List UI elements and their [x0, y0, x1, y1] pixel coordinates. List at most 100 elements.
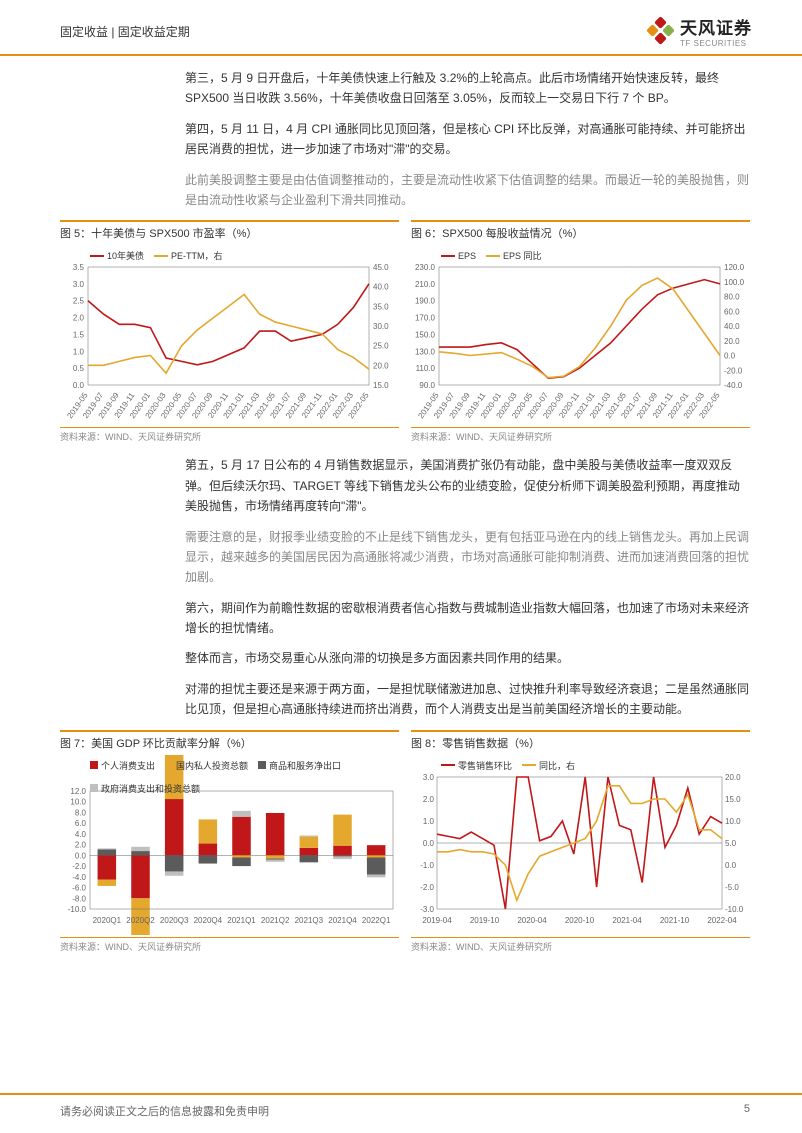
- svg-text:-2.0: -2.0: [72, 862, 86, 871]
- svg-text:-1.0: -1.0: [420, 861, 434, 870]
- svg-text:20.0: 20.0: [725, 773, 741, 782]
- svg-text:-2.0: -2.0: [420, 883, 434, 892]
- para-3: 第三，5 月 9 日开盘后，十年美债快速上行触及 3.2%的上轮高点。此后市场情…: [185, 68, 750, 109]
- svg-text:0.0: 0.0: [724, 352, 736, 361]
- svg-text:-8.0: -8.0: [72, 894, 86, 903]
- para-5: 第五，5 月 17 日公布的 4 月销售数据显示，美国消费扩张仍有动能，盘中美股…: [185, 455, 750, 516]
- svg-text:1.0: 1.0: [423, 817, 435, 826]
- chart6-canvas: EPSEPS 同比90.0110.0130.0150.0170.0190.021…: [411, 245, 750, 425]
- svg-text:-40.0: -40.0: [724, 381, 743, 390]
- svg-text:-3.0: -3.0: [420, 905, 434, 914]
- svg-text:150.0: 150.0: [415, 331, 436, 340]
- svg-text:15.0: 15.0: [725, 795, 741, 804]
- svg-text:3.5: 3.5: [73, 263, 85, 272]
- svg-text:8.0: 8.0: [75, 808, 87, 817]
- company-logo: 天风证券 TF SECURITIES: [646, 14, 752, 48]
- chart6-block: 图 6：SPX500 每股收益情况（%） EPSEPS 同比 90.0 110.0 1…: [411, 220, 750, 443]
- disclaimer-text: 请务必阅读正文之后的信息披露和免责申明: [60, 1103, 269, 1119]
- chart-row-2: 图 7：美国 GDP 环比贡献率分解（%） 个人消费支出国内私人投资总额商品和服…: [0, 730, 802, 953]
- svg-text:3.0: 3.0: [73, 280, 85, 289]
- svg-text:2021Q2: 2021Q2: [261, 916, 290, 925]
- chart-legend: EPSEPS 同比: [441, 249, 542, 262]
- svg-text:30.0: 30.0: [373, 322, 389, 331]
- svg-text:120.0: 120.0: [724, 263, 745, 272]
- chart8-canvas: 零售销售环比同比，右 -3.0 -2.0 -1.0 0.0 1.0 2.0 3.0 -10.0 -…: [411, 755, 750, 935]
- svg-text:2.5: 2.5: [73, 297, 85, 306]
- text-block-1: 第三，5 月 9 日开盘后，十年美债快速上行触及 3.2%的上轮高点。此后市场情…: [0, 68, 802, 210]
- svg-text:2021-10: 2021-10: [660, 916, 690, 925]
- logo-text-cn: 天风证券: [680, 14, 752, 39]
- breadcrumb: 固定收益 | 固定收益定期: [60, 23, 190, 40]
- para-8: 对滞的担忧主要还是来源于两方面，一是担忧联储激进加息、过快推升利率导致经济衰退；…: [185, 679, 750, 720]
- svg-text:80.0: 80.0: [724, 293, 740, 302]
- svg-text:2021-04: 2021-04: [612, 916, 642, 925]
- chart5-block: 图 5：十年美债与 SPX500 市盈率（%） 10年美债PE-TTM，右0.0…: [60, 220, 399, 443]
- svg-text:2021Q4: 2021Q4: [328, 916, 357, 925]
- chart-legend: 个人消费支出国内私人投资总额商品和服务净出口政府消费支出和投资总额: [90, 759, 399, 795]
- page-number: 5: [744, 1103, 750, 1119]
- svg-text:2020Q4: 2020Q4: [194, 916, 223, 925]
- chart8-source: 资料来源：WIND、天风证券研究所: [411, 937, 750, 953]
- svg-text:2019-10: 2019-10: [470, 916, 500, 925]
- svg-text:20.0: 20.0: [373, 362, 389, 371]
- logo-text-en: TF SECURITIES: [680, 39, 752, 48]
- para-note-2: 需要注意的是，财报季业绩变脸的不止是线下销售龙头，更有包括亚马逊在内的线上销售龙…: [185, 527, 750, 588]
- svg-text:2020Q2: 2020Q2: [126, 916, 155, 925]
- svg-text:2.0: 2.0: [73, 314, 85, 323]
- svg-text:2021Q3: 2021Q3: [295, 916, 324, 925]
- svg-text:110.0: 110.0: [416, 364, 436, 373]
- chart-row-1: 图 5：十年美债与 SPX500 市盈率（%） 10年美债PE-TTM，右0.0…: [0, 220, 802, 443]
- svg-text:2020-10: 2020-10: [565, 916, 595, 925]
- svg-text:10.0: 10.0: [725, 817, 741, 826]
- para-6: 第六，期间作为前瞻性数据的密歇根消费者信心指数与费城制造业指数大幅回落，也加速了…: [185, 598, 750, 639]
- svg-text:12.0: 12.0: [70, 787, 86, 796]
- svg-text:5.0: 5.0: [725, 839, 737, 848]
- svg-text:100.0: 100.0: [724, 278, 745, 287]
- svg-text:190.0: 190.0: [415, 297, 436, 306]
- svg-text:0.0: 0.0: [423, 839, 435, 848]
- svg-text:40.0: 40.0: [724, 322, 740, 331]
- svg-text:-10.0: -10.0: [68, 905, 87, 914]
- svg-text:2019-04: 2019-04: [422, 916, 452, 925]
- chart6-source: 资料来源：WIND、天风证券研究所: [411, 427, 750, 443]
- svg-text:0.0: 0.0: [73, 381, 85, 390]
- svg-text:90.0: 90.0: [419, 381, 435, 390]
- svg-text:170.0: 170.0: [415, 314, 436, 323]
- svg-text:0.0: 0.0: [725, 861, 737, 870]
- svg-text:3.0: 3.0: [423, 773, 435, 782]
- svg-text:130.0: 130.0: [415, 348, 436, 357]
- svg-text:2020Q3: 2020Q3: [160, 916, 189, 925]
- chart7-title: 图 7：美国 GDP 环比贡献率分解（%）: [60, 730, 399, 751]
- svg-text:40.0: 40.0: [373, 283, 389, 292]
- svg-text:2.0: 2.0: [423, 795, 435, 804]
- para-7: 整体而言，市场交易重心从涨向滞的切换是多方面因素共同作用的结果。: [185, 648, 750, 668]
- chart6-title: 图 6：SPX500 每股收益情况（%）: [411, 220, 750, 241]
- chart7-canvas: 个人消费支出国内私人投资总额商品和服务净出口政府消费支出和投资总额 -10.0 -8…: [60, 755, 399, 935]
- chart-legend: 10年美债PE-TTM，右: [90, 249, 223, 262]
- chart-legend: 零售销售环比同比，右: [441, 759, 575, 772]
- svg-text:2020Q1: 2020Q1: [93, 916, 122, 925]
- logo-flower-icon: [646, 16, 676, 46]
- chart5-canvas: 10年美债PE-TTM，右0.00.51.01.52.02.53.03.515.…: [60, 245, 399, 425]
- svg-text:60.0: 60.0: [724, 308, 740, 317]
- page-footer: 请务必阅读正文之后的信息披露和免责申明 5: [0, 1093, 802, 1133]
- para-note-1: 此前美股调整主要是由估值调整推动的，主要是流动性收紧下估值调整的结果。而最近一轮…: [185, 170, 750, 211]
- svg-text:0.5: 0.5: [73, 364, 85, 373]
- svg-text:10.0: 10.0: [70, 797, 86, 806]
- svg-text:-4.0: -4.0: [72, 872, 86, 881]
- svg-text:-5.0: -5.0: [725, 883, 739, 892]
- page-header: 固定收益 | 固定收益定期 天风证券 TF SECURITIES: [0, 0, 802, 56]
- svg-text:-10.0: -10.0: [725, 905, 744, 914]
- chart8-title: 图 8：零售销售数据（%）: [411, 730, 750, 751]
- svg-text:45.0: 45.0: [373, 263, 389, 272]
- svg-text:2021Q1: 2021Q1: [227, 916, 256, 925]
- para-4: 第四，5 月 11 日，4 月 CPI 通胀同比见顶回落，但是核心 CPI 环比…: [185, 119, 750, 160]
- chart7-block: 图 7：美国 GDP 环比贡献率分解（%） 个人消费支出国内私人投资总额商品和服…: [60, 730, 399, 953]
- svg-text:20.0: 20.0: [724, 337, 740, 346]
- chart5-source: 资料来源：WIND、天风证券研究所: [60, 427, 399, 443]
- svg-text:2022Q1: 2022Q1: [362, 916, 391, 925]
- chart8-block: 图 8：零售销售数据（%） 零售销售环比同比，右 -3.0 -2.0 -1.0 0.0 1…: [411, 730, 750, 953]
- svg-text:25.0: 25.0: [373, 342, 389, 351]
- chart7-source: 资料来源：WIND、天风证券研究所: [60, 937, 399, 953]
- svg-text:4.0: 4.0: [75, 830, 87, 839]
